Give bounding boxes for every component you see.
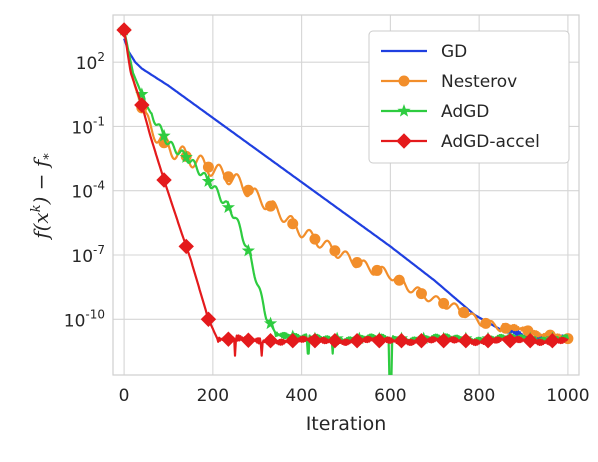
x-tick-label: 800: [463, 386, 495, 406]
series-point-marker: [116, 22, 132, 38]
grid: [113, 15, 579, 375]
series-point-marker: [458, 333, 474, 349]
series-point-marker: [327, 333, 343, 349]
series-point-marker: [202, 161, 214, 173]
legend-marker: [396, 133, 412, 149]
series-layer: [116, 22, 574, 375]
series-point-marker: [309, 233, 321, 245]
legend-box: [368, 30, 570, 164]
series-point-marker: [241, 243, 255, 257]
series-point-marker: [220, 331, 237, 347]
x-tick-label: 1000: [546, 386, 589, 406]
series-point-marker: [458, 306, 470, 318]
series-point-marker: [480, 317, 492, 329]
series-point-marker: [435, 333, 452, 349]
x-tick-label: 200: [197, 386, 229, 406]
x-axis: 0 200 400 600 800 1000: [119, 386, 590, 406]
series-point-marker: [263, 316, 278, 330]
legend-item: GD: [381, 42, 467, 62]
series-point-marker: [287, 218, 299, 230]
series-point-marker: [307, 333, 323, 349]
series-point-marker: [262, 333, 279, 349]
y-axis-title: f(xk) − f*: [29, 153, 57, 241]
series-point-marker: [329, 245, 341, 257]
series-point-marker: [371, 333, 387, 349]
series-point-marker: [157, 128, 171, 142]
legend-marker: [397, 104, 411, 117]
series-point-marker: [393, 333, 410, 349]
series-point-marker: [544, 333, 561, 349]
y-tick-label: 10-10: [64, 307, 105, 331]
series-point-marker: [200, 311, 217, 327]
legend-label: Nesterov: [441, 72, 517, 92]
y-tick-label: 10-1: [71, 114, 105, 138]
x-axis-title: Iteration: [306, 413, 387, 435]
series-point-marker: [438, 297, 450, 309]
series-gd: [123, 38, 569, 343]
series-point-marker: [393, 274, 405, 286]
y-tick-label: 10-4: [71, 179, 105, 203]
series-point-marker: [351, 257, 363, 268]
y-axis: 102 10-1 10-4 10-7 10-10: [64, 50, 105, 331]
legend: GD Nesterov AdGD AdGD-accel: [368, 30, 570, 164]
svg-text:f(xk) − f*: f(xk) − f*: [29, 153, 57, 241]
x-tick-label: 0: [119, 386, 130, 406]
series-point-marker: [156, 172, 172, 188]
series-point-marker: [371, 264, 383, 276]
x-tick-label: 600: [374, 386, 406, 406]
series-point-marker: [285, 333, 301, 349]
legend-label: GD: [441, 42, 467, 62]
series-point-marker: [134, 97, 150, 113]
plot-frame: [112, 14, 580, 376]
legend-label: AdGD-accel: [441, 132, 540, 152]
series-point-marker: [179, 150, 193, 163]
series-adgd-accel: [116, 22, 569, 357]
legend-item: AdGD: [381, 102, 489, 122]
series-line: [123, 38, 569, 343]
series-point-marker: [415, 288, 427, 300]
legend-marker: [398, 75, 410, 87]
series-point-marker: [201, 174, 216, 187]
x-tick-label: 400: [285, 386, 317, 406]
legend-item: AdGD-accel: [381, 132, 540, 152]
series-point-marker: [222, 171, 234, 183]
series-point-marker: [500, 322, 512, 334]
series-line: [123, 29, 569, 341]
series-point-marker: [413, 333, 430, 349]
y-tick-label: 102: [76, 50, 105, 74]
series-point-marker: [221, 200, 235, 214]
y-tick-label: 10-7: [71, 243, 105, 267]
series-point-marker: [522, 333, 538, 349]
series-point-marker: [240, 332, 257, 348]
series-point-marker: [265, 200, 277, 212]
series-point-marker: [349, 333, 365, 349]
series-point-marker: [178, 238, 194, 255]
series-point-marker: [480, 333, 496, 349]
legend-label: AdGD: [441, 102, 489, 122]
series-point-marker: [242, 184, 254, 196]
series-point-marker: [502, 333, 518, 349]
legend-item: Nesterov: [381, 72, 517, 92]
